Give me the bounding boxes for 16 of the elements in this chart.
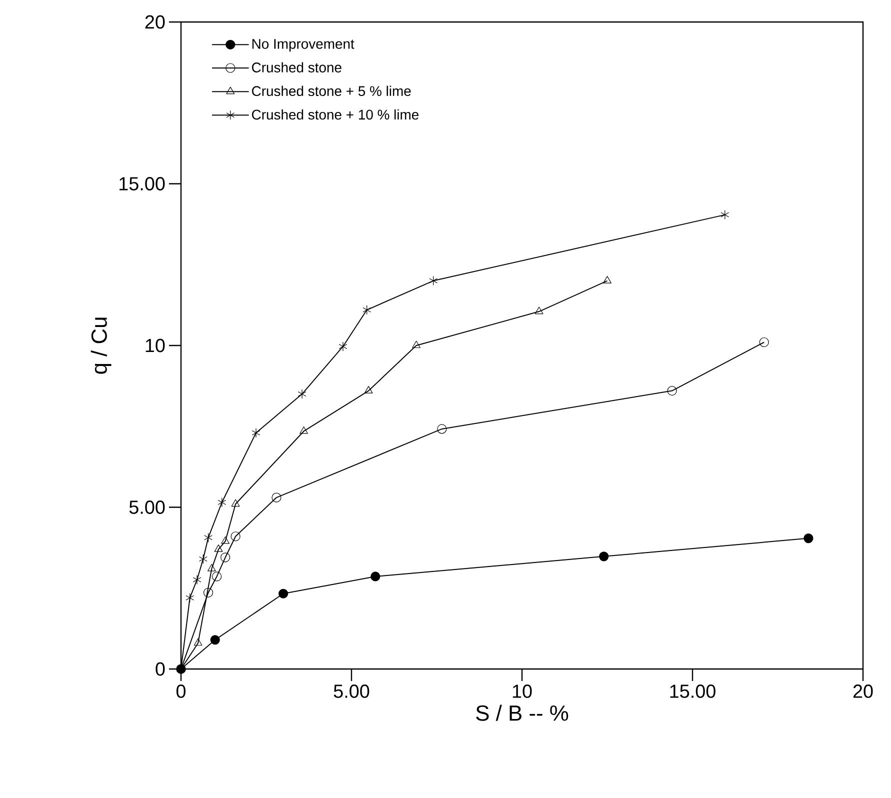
legend-label: Crushed stone + 5 % lime [252,86,411,96]
y-tick-label: 15.00 [120,177,165,190]
x-tick-label: 5.00 [334,684,370,698]
legend-label: Crushed stone + 10 % lime [252,109,419,120]
y-tick-label: 10 [146,338,165,352]
x-axis-title: S / B -- % [476,704,568,721]
y-tick-label: 20 [145,15,165,29]
x-tick-label: 20 [853,684,873,698]
y-tick-label: 5.00 [129,500,165,514]
y-axis-title: q / Cu [90,318,112,374]
x-tick-label: 10 [512,684,532,698]
legend-label: No Improvement [252,39,354,52]
y-tick-label: 0 [156,662,165,676]
x-tick-label: 0 [176,684,186,698]
legend-label: Crushed stone [252,62,342,72]
x-tick-label: 15.00 [670,684,716,698]
